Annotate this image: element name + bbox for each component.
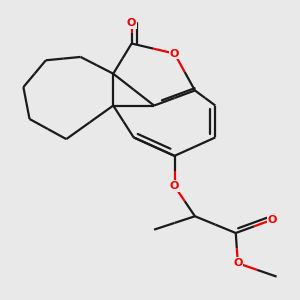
Text: O: O bbox=[233, 258, 242, 268]
Text: O: O bbox=[170, 181, 179, 191]
Text: O: O bbox=[268, 214, 277, 225]
Text: O: O bbox=[127, 18, 136, 28]
Text: O: O bbox=[170, 49, 179, 58]
